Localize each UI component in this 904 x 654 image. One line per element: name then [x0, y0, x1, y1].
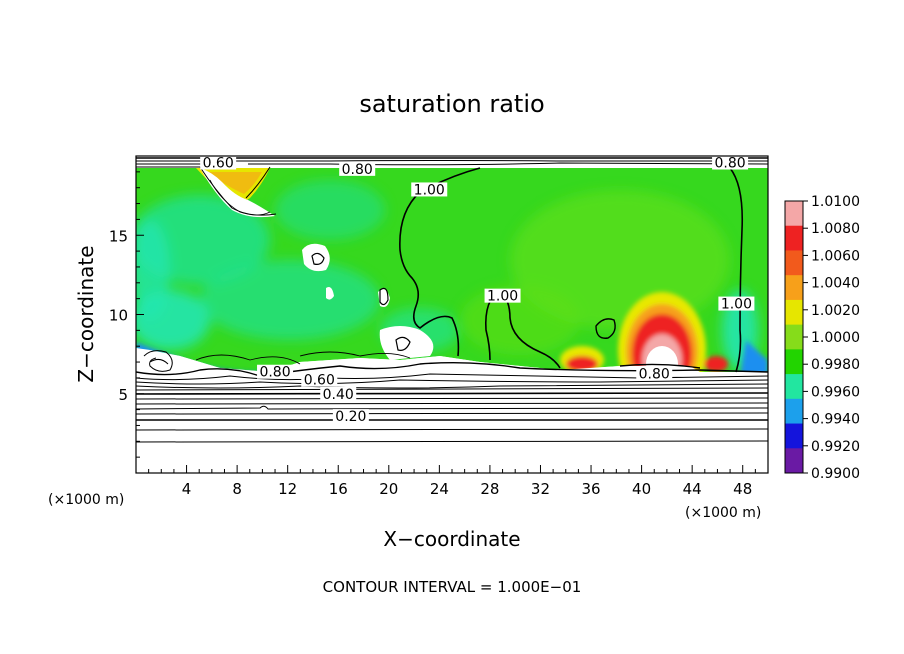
x-tick-label: 4 — [182, 480, 192, 498]
x-axis: 4 8 12 16 20 24 28 32 36 40 44 48 — [148, 465, 756, 498]
contour-label-bg — [718, 296, 755, 311]
x-tick-label: 40 — [632, 480, 651, 498]
contour-labels: 0.60 0.80 0.801.001.00 1.000.80 0.600.400.20… — [200, 155, 755, 425]
x-tick-label: 16 — [329, 480, 348, 498]
colorbar-swatch — [785, 349, 803, 375]
contour-label-bg — [712, 155, 749, 170]
contour-label: 1.00 — [487, 289, 518, 305]
colorbar-swatch — [785, 201, 803, 227]
x-axis-label: X−coordinate — [383, 527, 520, 551]
x-tick-label: 36 — [581, 480, 600, 498]
colorbar-swatch — [785, 398, 803, 425]
contour-lines — [136, 157, 768, 443]
colorbar-level-label: 0.9980 — [811, 357, 860, 373]
colorbar-level-label: 1.0000 — [811, 330, 860, 346]
y-tick-label: 10 — [109, 307, 128, 325]
colorbar-level-label: 1.0040 — [811, 276, 860, 292]
colorbar-level-label: 0.9940 — [811, 412, 860, 428]
contour-label: 0.60 — [304, 373, 335, 389]
x-tick-label: 32 — [531, 480, 550, 498]
contour-label-bg — [257, 364, 294, 379]
colorbar-swatch — [785, 225, 803, 251]
y-axis-label: Z−coordinate — [74, 245, 98, 382]
colorbar-level-label: 1.0060 — [811, 248, 860, 264]
contour-label-bg — [200, 155, 237, 170]
y-tick-label: 15 — [109, 227, 128, 245]
colorbar-level-label: 1.0020 — [811, 303, 860, 319]
colorbar-swatch — [785, 374, 803, 400]
contour-label: 0.20 — [335, 409, 366, 425]
y-axis: 5 10 15 — [109, 171, 144, 458]
x-axis-unit-label: (×1000 m) — [685, 505, 761, 521]
colorbar-swatch — [785, 299, 803, 326]
colorbar-level-label: 1.0100 — [811, 194, 860, 210]
contour-label: 1.00 — [721, 297, 752, 313]
x-tick-label: 20 — [379, 480, 398, 498]
x-tick-label: 12 — [278, 480, 297, 498]
colorbar-swatch — [785, 423, 803, 449]
contour-label-bg — [332, 409, 369, 424]
colorbar-level-label: 1.0080 — [811, 221, 860, 237]
colorbar: 1.0100 1.0080 1.0060 1.0040 1.0020 1.0000 0.99… — [784, 194, 860, 482]
contour-label: 1.00 — [414, 182, 445, 198]
contour-label: 0.80 — [342, 162, 373, 178]
saturation-field — [136, 156, 768, 473]
contour-label: 0.80 — [639, 366, 670, 382]
contour-label: 0.80 — [714, 156, 745, 172]
colorbar-swatch — [785, 250, 803, 276]
colorbar-swatch — [785, 275, 803, 301]
contour-label: 0.40 — [323, 387, 354, 403]
contour-label-bg — [411, 182, 448, 197]
colorbar-level-label: 0.9900 — [811, 466, 860, 482]
colorbar-swatch — [785, 448, 803, 474]
chart-title: saturation ratio — [359, 90, 544, 118]
x-tick-label: 24 — [430, 480, 449, 498]
x-origin-unit-label: (×1000 m) — [48, 492, 124, 508]
x-tick-label: 8 — [232, 480, 242, 498]
contour-label-bg — [339, 161, 376, 176]
y-tick-label: 5 — [118, 386, 128, 404]
colorbar-swatch — [785, 324, 803, 350]
contour-label-bg — [636, 366, 673, 381]
x-tick-label: 48 — [733, 480, 752, 498]
contour-label-bg — [484, 288, 521, 303]
colorbar-level-label: 0.9920 — [811, 439, 860, 455]
contour-interval-note: CONTOUR INTERVAL = 1.000E−01 — [323, 578, 582, 596]
x-tick-label: 28 — [480, 480, 499, 498]
contour-label: 0.80 — [259, 365, 290, 381]
contour-label: 0.60 — [203, 156, 234, 172]
colorbar-level-label: 0.9960 — [811, 384, 860, 400]
contour-label-bg — [320, 386, 357, 401]
contour-label-bg — [301, 372, 338, 387]
x-tick-label: 44 — [683, 480, 702, 498]
field-white-patch — [200, 168, 275, 218]
